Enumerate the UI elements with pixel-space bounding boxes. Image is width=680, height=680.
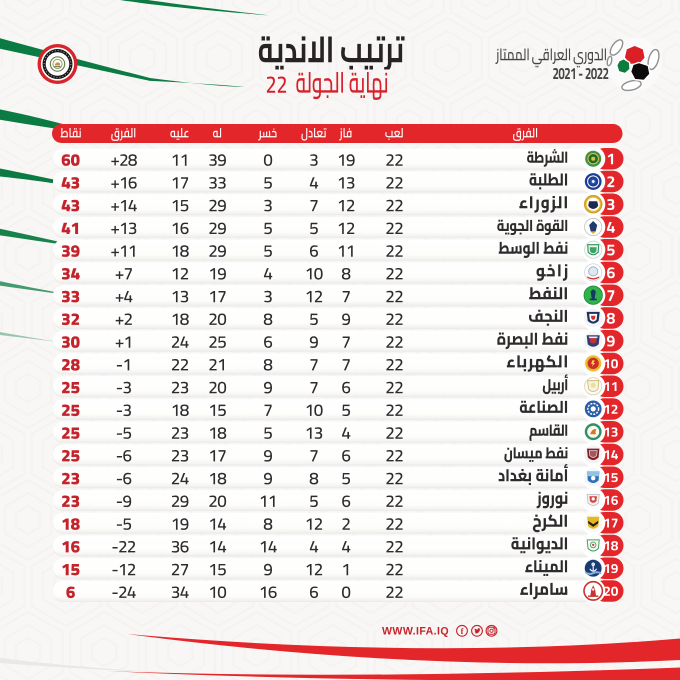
svg-text:WWW.IFA.IQ: WWW.IFA.IQ — [382, 625, 449, 637]
svg-text:f: f — [461, 626, 464, 636]
